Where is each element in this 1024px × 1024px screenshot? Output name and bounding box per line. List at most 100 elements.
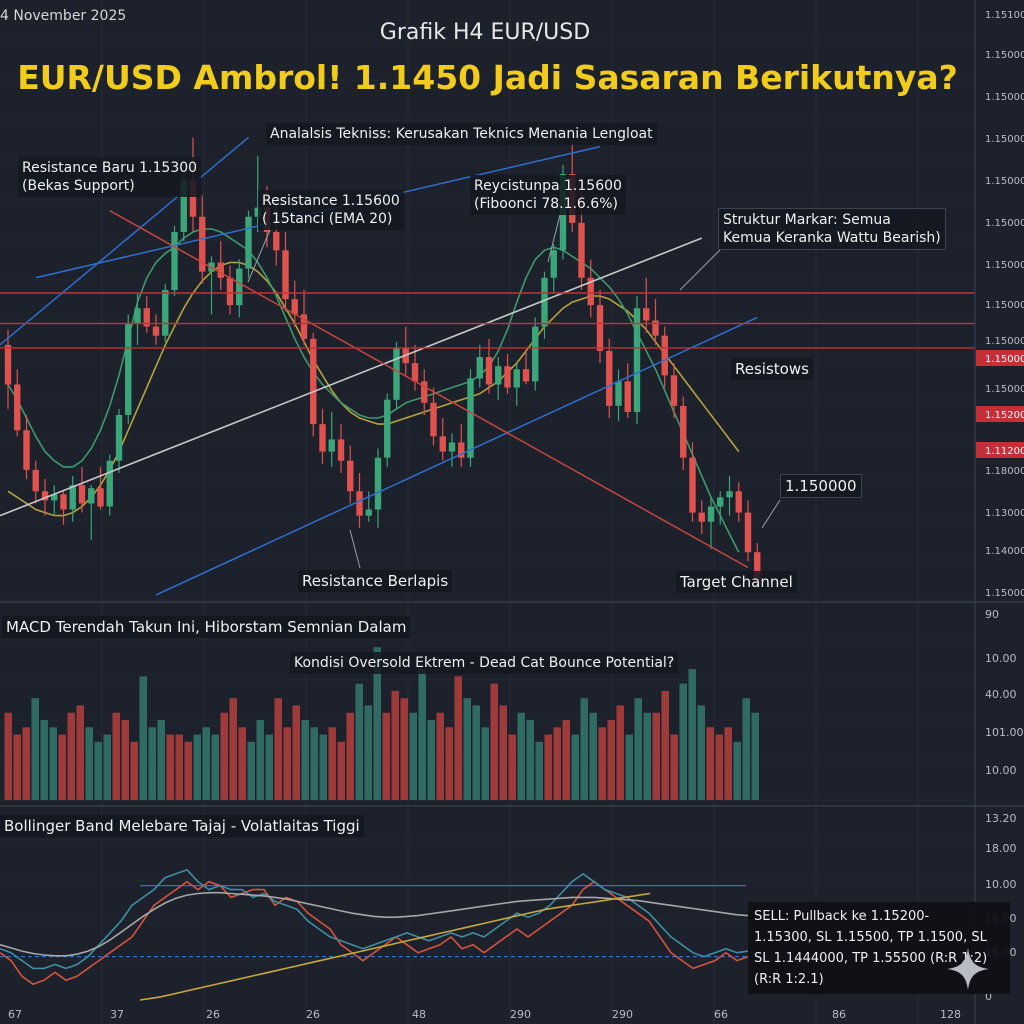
macd-bar <box>13 734 21 800</box>
candle-body <box>282 250 289 300</box>
x-axis-label: 37 <box>110 1008 124 1021</box>
macd-bar <box>544 734 552 800</box>
macd-bar <box>184 741 192 800</box>
candle-body <box>532 326 539 382</box>
macd-bar <box>607 720 615 800</box>
candle-body <box>661 335 668 376</box>
macd-bar <box>265 734 273 800</box>
macd-bar <box>220 712 228 800</box>
candle-body <box>134 308 141 324</box>
candle-body <box>578 222 585 278</box>
resistance-ema-line2: ( 15tanci (EMA 20) <box>262 211 393 227</box>
macd-bar <box>22 727 30 800</box>
macd-bar <box>517 712 525 800</box>
resistance-baru-label: Resistance Baru 1.15300 (Bekas Support) <box>18 157 202 197</box>
bb-axis-label: 18.00 <box>985 842 1017 855</box>
candle-body <box>152 326 160 336</box>
leader-struktur <box>679 249 721 291</box>
price-axis-label: 1.15000 <box>985 176 1024 187</box>
candle-body <box>180 180 187 232</box>
macd-bar <box>535 741 543 800</box>
candle-body <box>495 366 502 385</box>
macd-bar <box>301 720 309 800</box>
candle-body <box>236 268 243 306</box>
macd-bar <box>499 705 507 800</box>
candle-body <box>273 232 280 251</box>
struktur-label: Struktur Markar: Semua Kemua Keranka Wat… <box>718 208 946 250</box>
macd-bar <box>58 734 66 800</box>
price-axis-highlight <box>976 442 1024 458</box>
candle-body <box>384 399 391 458</box>
candle-body <box>467 378 474 458</box>
x-axis-label: 128 <box>940 1008 961 1021</box>
macd-bar <box>571 734 579 800</box>
macd-bar <box>310 727 318 800</box>
price-1150-label: 1.150000 <box>780 474 862 498</box>
macd-bar <box>256 720 264 800</box>
leader-price-1150 <box>761 499 781 529</box>
candle-body <box>652 320 659 336</box>
macd-bar <box>445 727 453 800</box>
candles <box>4 137 761 589</box>
fibonacci-line1: Reycistunpa 1.15600 <box>474 178 622 194</box>
trade-line-1: SELL: Pullback ke 1.15200- <box>754 909 930 924</box>
resistance-berlapis-label: Resistance Berlapis <box>298 570 453 592</box>
macd-bar <box>724 727 732 800</box>
trade-line-4: (R:R 1:2.1) <box>754 972 824 987</box>
target-channel-label: Target Channel <box>676 571 797 593</box>
candle-body <box>356 491 363 516</box>
candle-body <box>430 402 437 437</box>
price-axis-label: 1.15100 <box>985 10 1024 21</box>
price-axis-highlight <box>976 350 1024 366</box>
candle-body <box>448 442 456 452</box>
macd-panel-title: MACD Terendah Takun Ini, Hiborstam Semni… <box>2 616 411 638</box>
price-axis-label: 1.15000 <box>985 588 1024 599</box>
chart-title: EUR/USD Ambrol! 1.1450 Jadi Sasaran Beri… <box>17 58 958 97</box>
bb-series-line <box>0 868 749 970</box>
candle-body <box>97 488 104 507</box>
bb-axis-label: 10.00 <box>985 878 1017 891</box>
x-axis-label: 290 <box>612 1008 633 1021</box>
price-axis-label: 1.18000 <box>985 466 1024 477</box>
candle-body <box>115 415 123 461</box>
fibonacci-label: Reycistunpa 1.15600 (Fiboonci 78.1.6.6%) <box>470 175 626 215</box>
candle-body <box>337 439 345 461</box>
macd-histogram <box>4 647 759 800</box>
macd-bar <box>409 712 417 800</box>
price-axis-label: 1.13000 <box>985 508 1024 519</box>
candle-body <box>347 460 354 492</box>
leader-resistance-berlapis <box>349 529 361 569</box>
macd-bar <box>238 727 246 800</box>
fibonacci-line2: (Fiboonci 78.1.6.6%) <box>474 196 618 212</box>
analysis-label: Analalsis Tekniss: Kerusakan Teknics Men… <box>266 123 657 145</box>
leader-fibonacci <box>547 214 561 263</box>
candle-body <box>485 357 493 385</box>
bb-series-line <box>0 880 749 986</box>
ema-yellow-line <box>7 261 740 517</box>
macd-bar <box>616 705 624 800</box>
macd-bar <box>661 690 669 800</box>
macd-axis-label: 90 <box>985 608 999 621</box>
candle-body <box>504 366 511 388</box>
macd-axis-label: 10.00 <box>985 652 1017 665</box>
candle-body <box>51 494 58 501</box>
price-axis-label: 1.14000 <box>985 546 1024 557</box>
candle-body <box>88 488 95 504</box>
candle-body <box>189 180 197 217</box>
resistance-baru-line2: (Bekas Support) <box>22 178 135 194</box>
macd-bar <box>157 720 165 800</box>
price-axis-highlight <box>976 406 1024 422</box>
macd-bar <box>688 669 696 800</box>
candle-body <box>365 509 372 516</box>
resistance-ema-label: Resistance 1.15600 ( 15tanci (EMA 20) <box>258 190 404 230</box>
macd-bar <box>670 734 678 800</box>
chart-subtitle: Grafik H4 EUR/USD <box>379 20 591 45</box>
macd-bar <box>553 727 561 800</box>
chart-date: 4 November 2025 <box>0 8 127 24</box>
price-axis-label: 1.15200 <box>985 410 1024 421</box>
candle-body <box>643 308 650 321</box>
candle-body <box>587 277 594 306</box>
